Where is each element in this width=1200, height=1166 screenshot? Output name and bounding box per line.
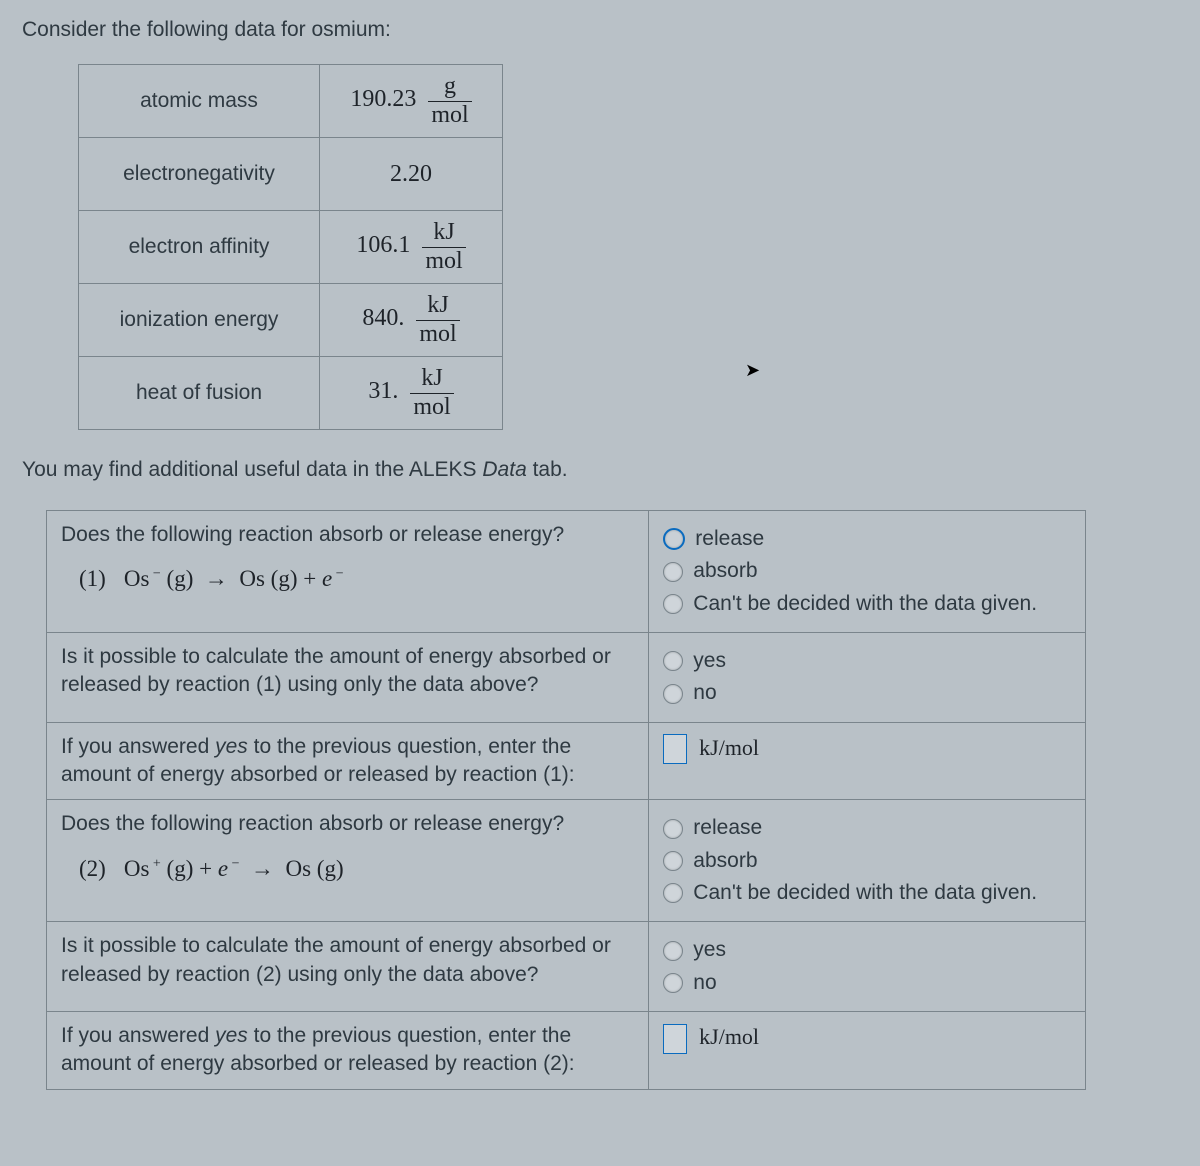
q5-prompt: Is it possible to calculate the amount o… [61,932,634,989]
q1-answers: release absorb Can't be decided with the d… [649,511,1086,633]
radio-label: absorb [693,847,757,875]
radio-label: yes [693,647,726,675]
radio-icon[interactable] [663,973,683,993]
property-value: 106.1 kJmol [320,211,503,284]
radio-icon[interactable] [663,562,683,582]
q3-answer: kJ/mol [649,722,1086,800]
radio-label: no [693,679,716,707]
q3-unit: kJ/mol [699,735,759,760]
radio-option[interactable]: no [663,679,1071,707]
radio-option[interactable]: release [663,814,1071,842]
property-label: electronegativity [79,138,320,211]
property-label: atomic mass [79,65,320,138]
radio-option[interactable]: release [663,525,1071,553]
radio-icon[interactable] [663,941,683,961]
radio-label: release [695,525,764,553]
radio-icon[interactable] [663,594,683,614]
radio-icon[interactable] [663,651,683,671]
radio-icon[interactable] [663,883,683,903]
radio-icon[interactable] [663,684,683,704]
radio-label: no [693,969,716,997]
q3-input[interactable] [663,734,687,764]
radio-label: Can't be decided with the data given. [693,879,1037,907]
radio-icon[interactable] [663,851,683,871]
data-tab-note: You may find additional useful data in t… [22,458,1178,482]
property-value: 840. kJmol [320,284,503,357]
q4-prompt: Does the following reaction absorb or re… [61,810,634,838]
property-label: electron affinity [79,211,320,284]
q6-input[interactable] [663,1024,687,1054]
radio-label: release [693,814,762,842]
q4-cell: Does the following reaction absorb or re… [47,800,649,922]
property-value: 31. kJmol [320,357,503,430]
property-value: 190.23 gmol [320,65,503,138]
q1-prompt: Does the following reaction absorb or re… [61,521,634,549]
property-label: ionization energy [79,284,320,357]
q1-equation: (1)Os − (g) → Os (g) + e − [79,563,634,594]
cursor-icon: ➤ [745,360,760,381]
radio-icon[interactable] [663,528,685,550]
q5-cell: Is it possible to calculate the amount o… [47,922,649,1012]
q4-equation: (2)Os + (g) + e − → Os (g) [79,853,634,884]
intro-text: Consider the following data for osmium: [22,18,1178,42]
radio-option[interactable]: absorb [663,557,1071,585]
radio-icon[interactable] [663,819,683,839]
q2-prompt: Is it possible to calculate the amount o… [61,643,634,700]
q4-answers: release absorb Can't be decided with the d… [649,800,1086,922]
radio-label: yes [693,936,726,964]
radio-label: Can't be decided with the data given. [693,590,1037,618]
q6-answer: kJ/mol [649,1012,1086,1090]
osmium-data-table: atomic mass190.23 gmolelectronegativity2… [78,64,503,430]
q2-answers: yes no [649,633,1086,723]
radio-option[interactable]: Can't be decided with the data given. [663,590,1071,618]
q6-unit: kJ/mol [699,1024,759,1049]
q1-cell: Does the following reaction absorb or re… [47,511,649,633]
q3-cell: If you answered yes to the previous ques… [47,722,649,800]
radio-option[interactable]: yes [663,647,1071,675]
q2-cell: Is it possible to calculate the amount o… [47,633,649,723]
q5-answers: yes no [649,922,1086,1012]
radio-option[interactable]: Can't be decided with the data given. [663,879,1071,907]
question-table: Does the following reaction absorb or re… [46,510,1086,1090]
property-value: 2.20 [320,138,503,211]
q6-cell: If you answered yes to the previous ques… [47,1012,649,1090]
radio-option[interactable]: absorb [663,847,1071,875]
property-label: heat of fusion [79,357,320,430]
radio-option[interactable]: no [663,969,1071,997]
radio-option[interactable]: yes [663,936,1071,964]
radio-label: absorb [693,557,757,585]
